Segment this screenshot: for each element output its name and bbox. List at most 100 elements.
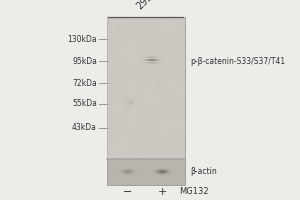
Bar: [130, 101, 131, 102]
Bar: [137, 167, 138, 168]
Bar: [157, 60, 158, 61]
Bar: [144, 65, 145, 66]
Bar: [172, 175, 173, 176]
Bar: [131, 174, 132, 175]
Bar: [136, 170, 137, 171]
Bar: [145, 60, 146, 61]
Bar: [130, 97, 131, 98]
Bar: [129, 107, 130, 108]
Bar: [117, 173, 118, 174]
Bar: [116, 168, 117, 169]
Bar: [122, 175, 123, 176]
Bar: [153, 65, 154, 66]
Bar: [129, 101, 130, 102]
Bar: [129, 100, 130, 101]
Bar: [153, 57, 154, 58]
Bar: [150, 62, 151, 63]
Bar: [143, 58, 144, 59]
Bar: [162, 54, 163, 55]
Bar: [166, 174, 167, 175]
Bar: [157, 62, 158, 63]
Bar: [156, 60, 157, 61]
Bar: [131, 107, 132, 108]
Bar: [123, 104, 124, 105]
Bar: [163, 65, 164, 66]
Bar: [155, 57, 156, 58]
Bar: [122, 169, 123, 170]
Bar: [144, 59, 145, 60]
Bar: [146, 55, 147, 56]
Bar: [126, 168, 127, 169]
Bar: [152, 57, 153, 58]
Bar: [134, 173, 135, 174]
Bar: [148, 56, 149, 57]
Bar: [133, 100, 134, 101]
Bar: [137, 97, 138, 98]
Bar: [143, 64, 144, 65]
Bar: [125, 175, 126, 176]
Bar: [129, 169, 130, 170]
Bar: [126, 171, 127, 172]
Bar: [157, 56, 158, 57]
Bar: [119, 168, 120, 169]
Bar: [121, 175, 122, 176]
Bar: [152, 55, 153, 56]
Bar: [136, 106, 137, 107]
Bar: [131, 98, 132, 99]
Bar: [135, 102, 136, 103]
Bar: [152, 172, 153, 173]
Bar: [125, 172, 126, 173]
Bar: [142, 62, 143, 63]
Bar: [167, 167, 168, 168]
Bar: [133, 102, 134, 103]
Bar: [142, 63, 143, 64]
Bar: [142, 59, 143, 60]
Bar: [132, 104, 133, 105]
Bar: [136, 98, 137, 99]
Bar: [125, 173, 126, 174]
Bar: [123, 107, 124, 108]
Bar: [139, 61, 140, 62]
Bar: [140, 61, 141, 62]
Bar: [144, 62, 145, 63]
Bar: [157, 173, 158, 174]
Bar: [125, 95, 126, 96]
Bar: [151, 58, 152, 59]
Bar: [155, 55, 156, 56]
Bar: [141, 59, 142, 60]
Bar: [120, 172, 121, 173]
Bar: [144, 63, 145, 64]
Bar: [159, 173, 160, 174]
Bar: [133, 106, 134, 107]
Bar: [120, 170, 121, 171]
Bar: [154, 170, 155, 171]
Bar: [139, 58, 140, 59]
Bar: [136, 104, 137, 105]
Bar: [164, 174, 165, 175]
Bar: [124, 95, 125, 96]
Bar: [151, 174, 152, 175]
Bar: [147, 60, 148, 61]
Bar: [159, 167, 160, 168]
Bar: [141, 54, 142, 55]
Bar: [170, 172, 171, 173]
Bar: [150, 57, 151, 58]
Bar: [168, 170, 169, 171]
Bar: [135, 104, 136, 105]
Bar: [169, 169, 170, 170]
Bar: [167, 168, 168, 169]
Bar: [139, 56, 140, 57]
Bar: [157, 54, 158, 55]
Bar: [125, 104, 126, 105]
Bar: [133, 97, 134, 98]
Bar: [138, 174, 139, 175]
Bar: [132, 103, 133, 104]
Bar: [132, 108, 133, 109]
Bar: [152, 63, 153, 64]
Bar: [162, 65, 163, 66]
Bar: [153, 62, 154, 63]
Bar: [157, 169, 158, 170]
Bar: [134, 175, 135, 176]
Bar: [132, 107, 133, 108]
Bar: [157, 167, 158, 168]
